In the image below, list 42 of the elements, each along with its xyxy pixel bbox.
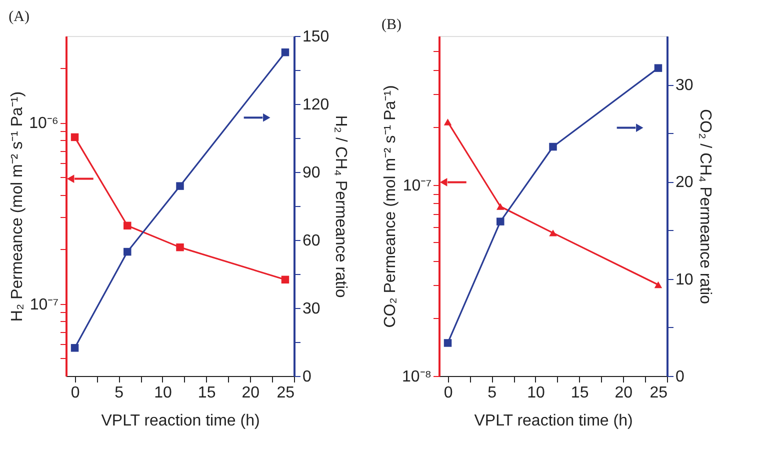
x-tick-label: 0 <box>70 384 80 402</box>
x-tick-label: 15 <box>570 384 589 402</box>
y2-tick-label: 150 <box>302 28 330 46</box>
x-axis-title: VPLT reaction time (h) <box>474 412 633 430</box>
y2-tick-label: 60 <box>302 232 320 250</box>
y2-tick-label: 30 <box>676 77 694 94</box>
x-tick-label: 20 <box>614 384 633 402</box>
x-tick-label: 0 <box>444 384 453 402</box>
point <box>70 133 79 142</box>
y2-axis-title: CO₂ / CH₄ Permeance ratio <box>696 108 714 304</box>
x-tick-label: 5 <box>114 384 124 402</box>
point <box>496 203 504 210</box>
y-axis-title: H₂ Permeance (mol m⁻² s⁻¹ Pa⁻¹) <box>9 91 26 322</box>
y2-tick-label: 10 <box>676 271 694 288</box>
x-tick-label: 25 <box>650 384 668 402</box>
x-tick-label: 25 <box>276 384 295 402</box>
y2-tick-label: 30 <box>302 300 320 318</box>
y2-tick-label: 0 <box>676 368 684 386</box>
y2-tick-label: 0 <box>302 368 312 386</box>
point <box>654 281 662 288</box>
y2-tick-label: 20 <box>676 174 694 192</box>
y2-tick-label: 120 <box>302 96 330 114</box>
chart-title: (A) <box>8 9 30 25</box>
y-axis-title: CO₂ Permeance (mol m⁻² s⁻¹ Pa⁻¹) <box>382 85 399 328</box>
chart-title: (B) <box>381 17 402 33</box>
y-tick-label: 10⁻⁶ <box>29 115 58 132</box>
x-axis-title: VPLT reaction time (h) <box>101 412 260 430</box>
point <box>444 118 452 126</box>
y-tick-label: 10⁻⁸ <box>402 368 432 386</box>
x-tick-label: 20 <box>242 384 260 402</box>
y-tick-label: 10⁻⁷ <box>402 177 432 194</box>
point <box>281 276 290 284</box>
x-tick-label: 10 <box>154 384 172 402</box>
y-tick-label: 10⁻⁷ <box>30 296 59 314</box>
point <box>549 230 557 236</box>
y2-tick-label: 90 <box>302 164 320 182</box>
point <box>124 222 132 230</box>
x-tick-label: 15 <box>198 384 216 402</box>
point <box>176 243 184 252</box>
y2-axis-title: H₂ / CH₄ Permeance ratio <box>332 115 350 298</box>
x-tick-label: 5 <box>488 384 497 402</box>
x-tick-label: 10 <box>527 384 545 402</box>
